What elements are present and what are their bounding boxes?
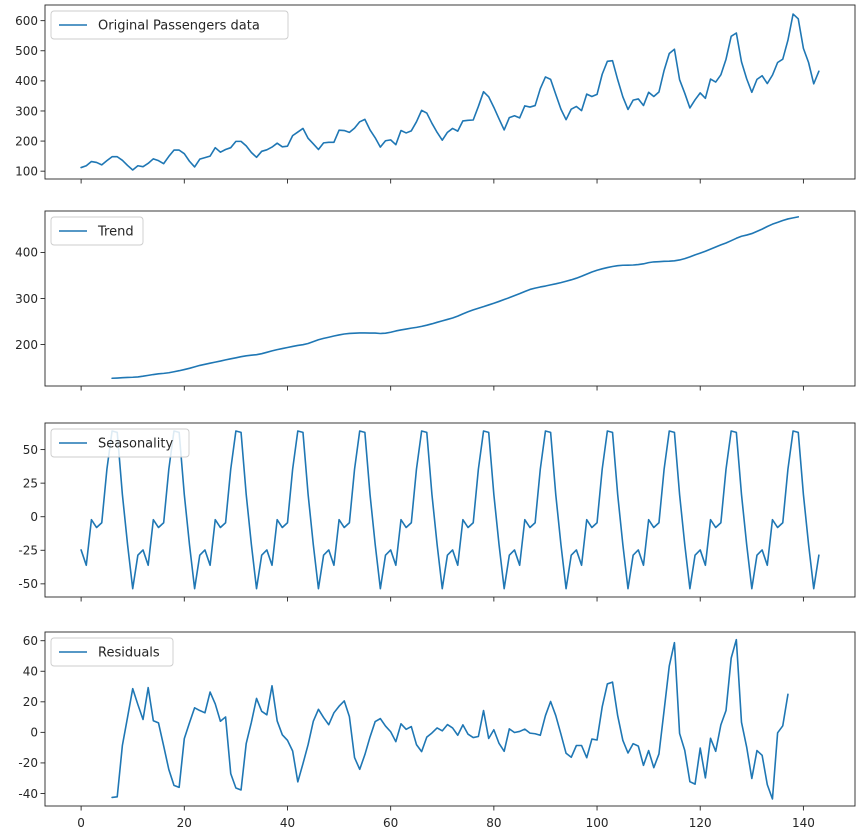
- x-tick-label: 60: [383, 816, 398, 830]
- y-tick-label: 300: [15, 292, 38, 306]
- x-tick-label: 120: [689, 816, 712, 830]
- x-tick-label: 40: [280, 816, 295, 830]
- legend-box: [50, 637, 174, 667]
- legend: Residuals: [50, 637, 174, 667]
- legend-label: Trend: [97, 225, 134, 240]
- y-tick-label: 20: [23, 695, 38, 709]
- y-tick-label: 60: [23, 634, 38, 648]
- y-tick-label: -20: [18, 756, 38, 770]
- series-line: [80, 430, 820, 590]
- panel-seasonality: -50 -25 0 25 50 Seasonality: [18, 422, 856, 602]
- y-tick-label: 200: [15, 338, 38, 352]
- y-tick-label: 200: [15, 134, 38, 148]
- panel-original: 100 200 300 400 500 600 Original Passengers da…: [15, 4, 856, 184]
- y-tick-label: 600: [15, 14, 38, 28]
- series-line: [80, 13, 820, 171]
- legend-label: Seasonality: [98, 437, 173, 452]
- y-tick-label: 300: [15, 104, 38, 118]
- y-tick-label: 25: [23, 476, 38, 490]
- legend-label: Residuals: [98, 646, 160, 661]
- y-tick-label: 500: [15, 44, 38, 58]
- legend-box: [50, 428, 190, 458]
- y-tick-label: 40: [23, 665, 38, 679]
- series-line: [111, 216, 800, 380]
- x-tick-label: 20: [177, 816, 192, 830]
- legend-box: [50, 10, 289, 40]
- legend: Trend: [50, 216, 144, 246]
- y-tick-label: 100: [15, 164, 38, 178]
- x-tick-label: 0: [77, 816, 85, 830]
- y-tick-label: 400: [15, 246, 38, 260]
- series-line: [111, 638, 789, 800]
- x-tick-label: 100: [586, 816, 609, 830]
- panel-trend: 200 300 400 Trend: [15, 210, 856, 391]
- y-tick-label: -50: [18, 577, 38, 591]
- y-tick-label: -25: [18, 544, 38, 558]
- legend-label: Original Passengers data: [98, 19, 260, 34]
- x-tick-label: 80: [486, 816, 501, 830]
- panel-residuals: -40 -20 0 20 40 60 0 20 40 60 80 100 120 140 Residuals: [18, 631, 856, 830]
- legend-box: [50, 216, 144, 246]
- plot-area: [44, 210, 856, 387]
- y-tick-label: 0: [30, 510, 38, 524]
- y-tick-label: 0: [30, 726, 38, 740]
- legend: Seasonality: [50, 428, 190, 458]
- x-tick-label: 140: [792, 816, 815, 830]
- y-tick-label: 50: [23, 443, 38, 457]
- legend: Original Passengers data: [50, 10, 289, 40]
- y-tick-label: 400: [15, 74, 38, 88]
- y-tick-label: -40: [18, 787, 38, 801]
